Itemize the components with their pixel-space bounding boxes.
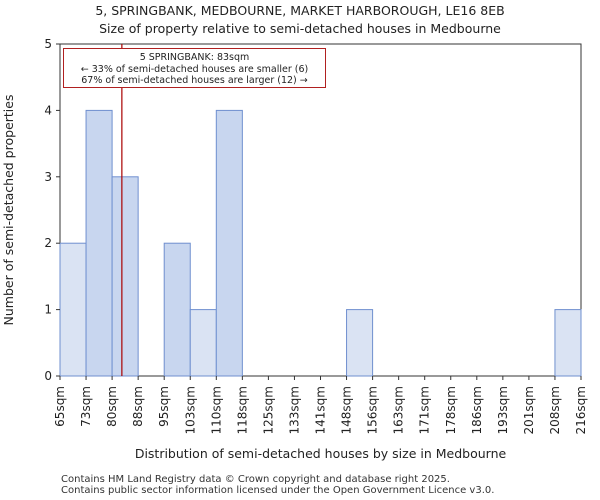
x-tick-label-88sqm: 88sqm (131, 386, 145, 427)
x-tick-label-141sqm: 141sqm (314, 386, 328, 434)
x-tick-label-148sqm: 148sqm (340, 386, 354, 434)
y-tick-label-0: 0 (44, 369, 52, 383)
bar-103sqm (189, 309, 217, 377)
property-annotation: 5 SPRINGBANK: 83sqm ← 33% of semi-detach… (63, 48, 326, 88)
bar-110sqm (215, 109, 243, 377)
x-tick-label-186sqm: 186sqm (470, 386, 484, 434)
x-axis-label: Distribution of semi-detached houses by … (135, 446, 507, 461)
y-tick-label-1: 1 (44, 303, 52, 317)
chart-title: 5, SPRINGBANK, MEDBOURNE, MARKET HARBORO… (95, 3, 505, 18)
x-tick-label-171sqm: 171sqm (418, 386, 432, 434)
x-tick-label-201sqm: 201sqm (522, 386, 536, 434)
y-axis-label: Number of semi-detached properties (1, 95, 16, 326)
x-tick-label-133sqm: 133sqm (287, 386, 301, 434)
bar-95sqm (163, 242, 191, 377)
y-tick-label-5: 5 (44, 37, 52, 51)
x-tick-label-110sqm: 110sqm (209, 386, 223, 434)
annotation-line-1: 5 SPRINGBANK: 83sqm (139, 52, 250, 63)
x-tick-label-193sqm: 193sqm (496, 386, 510, 434)
annotation-line-3: 67% of semi-detached houses are larger (… (81, 75, 308, 86)
x-tick-label-95sqm: 95sqm (157, 386, 171, 427)
x-tick-label-216sqm: 216sqm (574, 386, 588, 434)
x-tick-label-118sqm: 118sqm (235, 386, 249, 434)
bar-65sqm (59, 242, 87, 377)
histogram-chart: 0 1 2 3 4 5 65sqm 73sqm 80sqm 88sqm 95sqm 103sqm 110… (1, 37, 588, 461)
y-tick-label-4: 4 (44, 103, 52, 117)
bar-208sqm (554, 309, 582, 377)
chart-subtitle: Size of property relative to semi-detach… (99, 21, 501, 36)
x-tick-label-156sqm: 156sqm (366, 386, 380, 434)
x-tick-label-73sqm: 73sqm (79, 386, 93, 427)
x-tick-label-163sqm: 163sqm (392, 386, 406, 434)
footer-line-1: Contains HM Land Registry data © Crown c… (61, 474, 450, 485)
y-tick-label-2: 2 (44, 236, 52, 250)
bar-80sqm (111, 176, 139, 377)
x-tick-label-103sqm: 103sqm (183, 386, 197, 434)
x-tick-label-178sqm: 178sqm (444, 386, 458, 434)
x-tick-label-65sqm: 65sqm (53, 386, 67, 427)
x-tick-label-80sqm: 80sqm (105, 386, 119, 427)
x-tick-label-125sqm: 125sqm (261, 386, 275, 434)
y-tick-label-3: 3 (44, 170, 52, 184)
bar-73sqm (85, 109, 113, 377)
footer-line-2: Contains public sector information licen… (61, 485, 495, 496)
x-tick-label-208sqm: 208sqm (548, 386, 562, 434)
bar-148sqm (346, 309, 374, 377)
annotation-line-2: ← 33% of semi-detached houses are smalle… (80, 63, 309, 75)
